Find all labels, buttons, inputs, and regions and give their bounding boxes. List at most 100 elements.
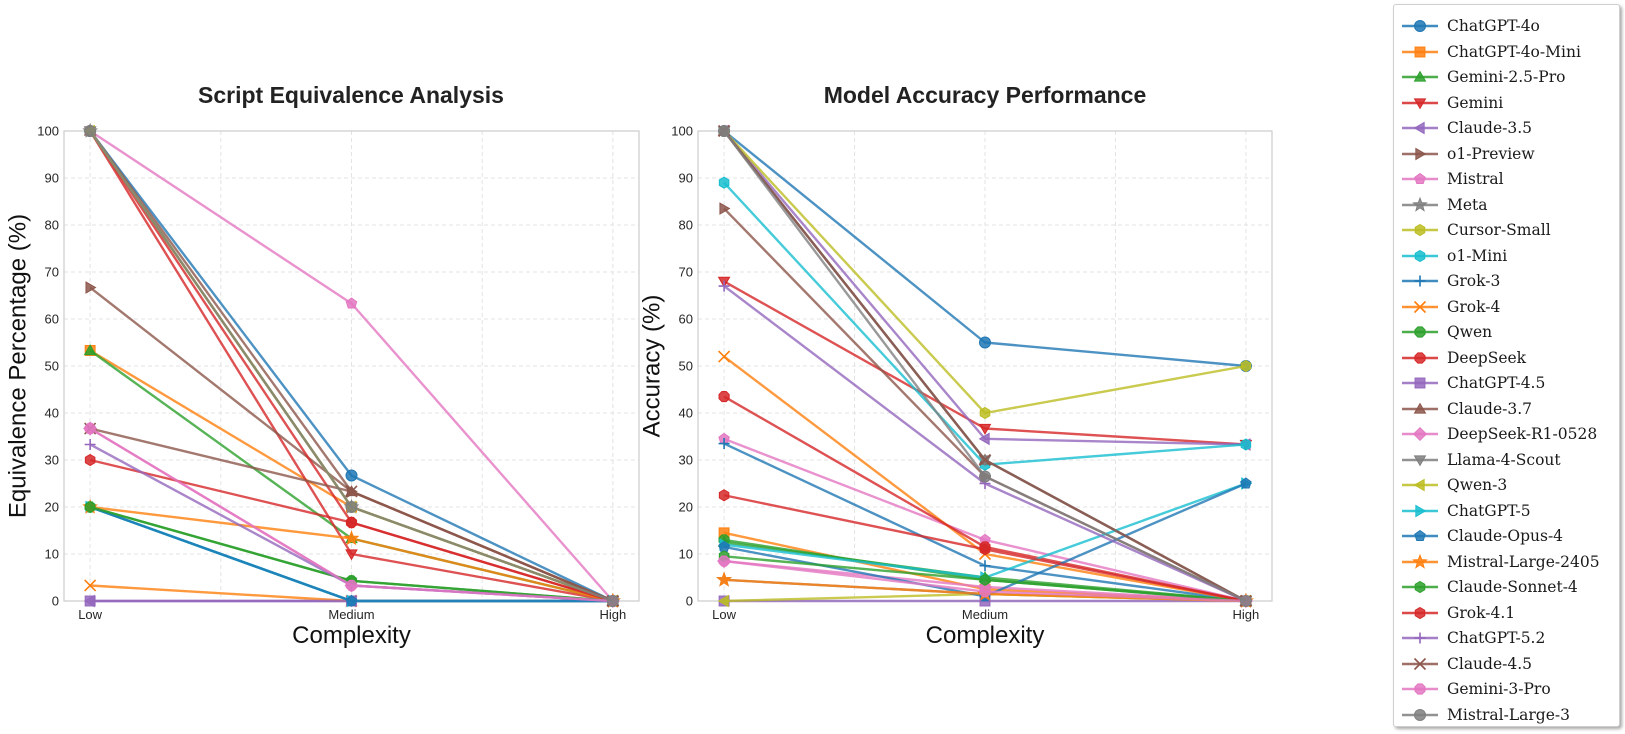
y-tick-label: 60 — [679, 312, 693, 327]
data-point — [83, 344, 97, 356]
legend-swatch — [1402, 377, 1438, 389]
legend-marker — [1414, 20, 1426, 32]
legend-marker — [1413, 478, 1425, 492]
legend-swatch — [1402, 529, 1438, 541]
legend-item: Claude-3.5 — [1394, 116, 1619, 140]
x-tick-label: Low — [712, 607, 736, 622]
legend-label: Mistral — [1447, 170, 1504, 188]
legend-label: o1-Preview — [1447, 144, 1535, 163]
legend-item: Grok-4.1 — [1394, 601, 1619, 625]
y-tick-label: 20 — [45, 500, 59, 515]
legend-label: Gemini — [1447, 93, 1504, 112]
y-tick-label: 90 — [45, 171, 59, 186]
legend-label: Claude-4.5 — [1447, 654, 1533, 673]
data-point — [84, 595, 96, 607]
y-tick-label: 50 — [45, 359, 59, 374]
legend-item: ChatGPT-5.2 — [1394, 626, 1619, 650]
data-point — [345, 594, 358, 606]
legend-item: o1-Mini — [1394, 244, 1619, 268]
legend-label: Mistral-Large-3 — [1447, 705, 1570, 724]
legend-swatch — [1402, 657, 1438, 670]
chart-script-equivalence: 0 10 20 30 40 50 60 70 80 90 100 Low Medium High Scrip… — [4, 82, 640, 649]
legend-item: ChatGPT-4o-Mini — [1394, 40, 1619, 64]
legend-swatch — [1402, 426, 1438, 442]
legend-swatch — [1402, 275, 1438, 287]
legend-label: Claude-Sonnet-4 — [1447, 578, 1578, 596]
data-point — [345, 485, 358, 498]
y-tick-label: 10 — [45, 547, 59, 562]
legend-marker — [1414, 326, 1426, 338]
legend-marker — [1412, 426, 1428, 442]
data-point — [979, 586, 991, 598]
legend-item: DeepSeek-R1-0528 — [1394, 422, 1619, 446]
chart-model-accuracy: 0 10 20 30 40 50 60 70 80 90 100 Low Medium High Model… — [638, 82, 1273, 649]
legend-marker — [1413, 97, 1427, 109]
legend-swatch — [1402, 249, 1438, 262]
legend-label: Llama-4-Scout — [1447, 450, 1561, 469]
legend-item: ChatGPT-4.5 — [1394, 371, 1619, 395]
x-tick-label: Medium — [962, 607, 1008, 622]
data-point — [718, 438, 730, 450]
legend-item: o1-Preview — [1394, 142, 1619, 166]
data-point — [84, 125, 97, 137]
legend-marker — [1414, 275, 1426, 287]
legend-marker — [1414, 632, 1426, 644]
y-tick-label: 50 — [679, 359, 693, 374]
y-tick-label: 0 — [52, 594, 59, 609]
legend-swatch — [1402, 351, 1438, 364]
legend-item: Gemini-3-Pro — [1394, 677, 1619, 701]
data-point — [716, 571, 732, 587]
chart-title: Model Accuracy Performance — [824, 82, 1147, 108]
legend-label: Claude-3.7 — [1447, 399, 1533, 418]
data-point — [345, 297, 358, 309]
legend-label: o1-Mini — [1447, 246, 1508, 265]
legend-label: Mistral-Large-2405 — [1447, 552, 1600, 571]
data-point — [345, 501, 358, 513]
legend-item: Llama-4-Scout — [1394, 448, 1619, 472]
y-axis-label: Accuracy (%) — [638, 295, 665, 438]
chart-title: Script Equivalence Analysis — [198, 82, 504, 108]
x-axis-label: Complexity — [292, 622, 411, 649]
legend-item: Meta — [1394, 193, 1619, 217]
legend-item: Qwen-3 — [1394, 473, 1619, 497]
data-point — [84, 438, 96, 450]
data-point — [719, 202, 731, 215]
data-point — [84, 422, 96, 435]
legend-swatch — [1402, 402, 1438, 414]
data-point — [979, 573, 991, 586]
y-tick-label: 90 — [679, 171, 693, 186]
legend-label: Cursor-Small — [1447, 221, 1551, 239]
data-point — [84, 579, 97, 592]
data-point — [84, 453, 96, 467]
y-tick-label: 100 — [671, 124, 693, 139]
legend-marker — [1415, 147, 1427, 160]
data-point — [979, 543, 991, 556]
legend-item: Claude-Opus-4 — [1394, 524, 1619, 548]
legend-marker — [1413, 70, 1427, 82]
data-point — [718, 280, 730, 292]
data-point — [978, 432, 990, 446]
legend-swatch — [1402, 326, 1438, 338]
legend-label: DeepSeek — [1447, 348, 1527, 367]
legend-marker — [1413, 402, 1427, 414]
legend-label: Claude-3.5 — [1447, 119, 1533, 137]
legend-swatch — [1402, 97, 1438, 109]
legend-swatch — [1402, 683, 1438, 695]
legend-label: Grok-3 — [1447, 272, 1501, 290]
legend-marker — [1414, 580, 1426, 594]
y-tick-label: 80 — [679, 218, 693, 233]
data-point — [718, 390, 730, 403]
legend-item: Claude-3.7 — [1394, 397, 1619, 421]
y-tick-label: 20 — [679, 500, 693, 515]
legend-marker — [1414, 351, 1426, 364]
legend-item: Grok-3 — [1394, 269, 1619, 293]
data-point — [717, 594, 729, 608]
legend-marker — [1414, 529, 1426, 541]
series-mistral-large-3 — [84, 125, 619, 607]
legend-marker — [1413, 657, 1427, 670]
y-tick-label: 60 — [45, 312, 59, 327]
y-axis-label: Equivalence Percentage (%) — [4, 214, 31, 518]
data-point — [345, 579, 358, 592]
legend-marker — [1413, 121, 1425, 135]
legend-swatch — [1402, 121, 1438, 135]
